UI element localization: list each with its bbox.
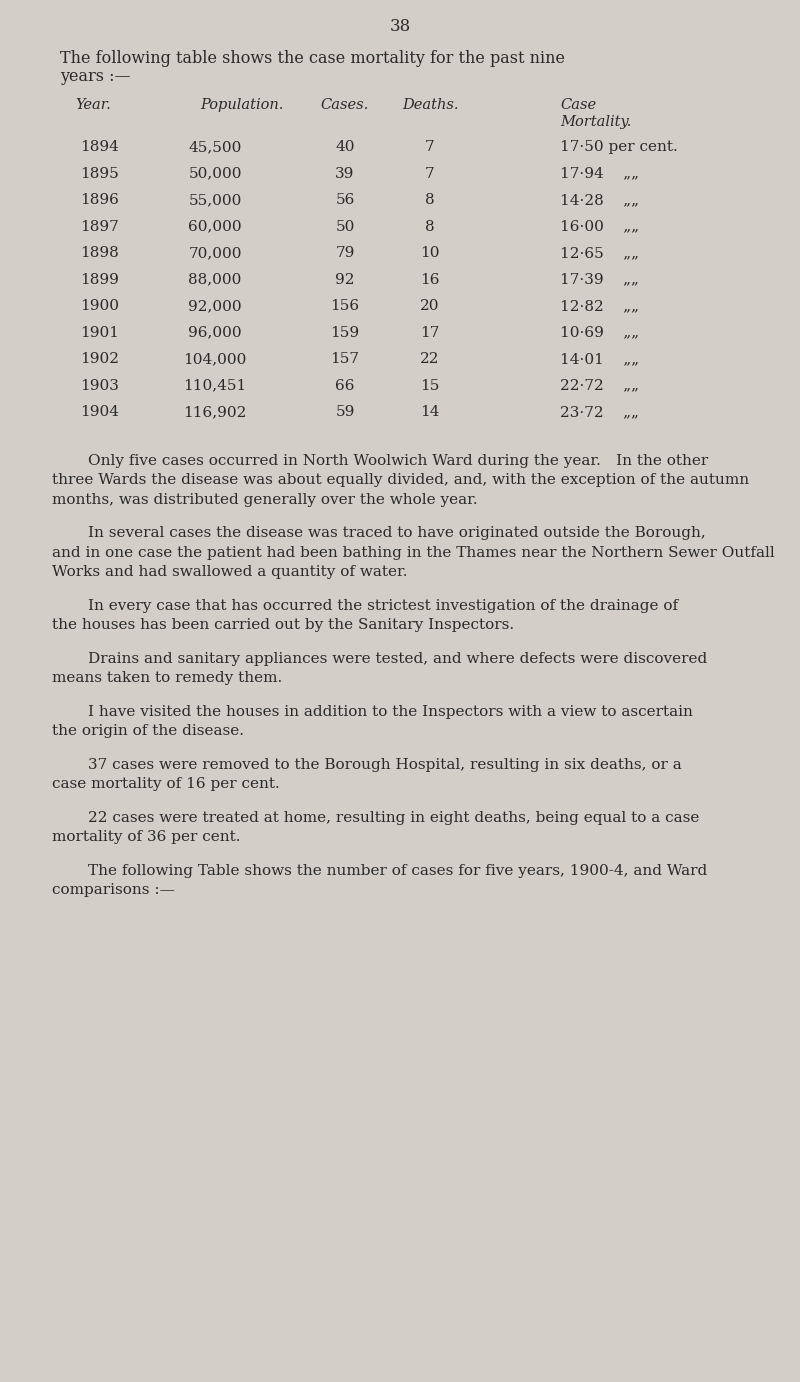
Text: Deaths.: Deaths. [402,98,458,112]
Text: mortality of 36 per cent.: mortality of 36 per cent. [52,831,241,844]
Text: Case: Case [560,98,596,112]
Text: 66: 66 [335,379,354,392]
Text: 17·94    „„: 17·94 „„ [560,166,639,181]
Text: 12·65    „„: 12·65 „„ [560,246,639,260]
Text: 1901: 1901 [81,326,119,340]
Text: 7: 7 [425,166,435,181]
Text: 50,000: 50,000 [188,166,242,181]
Text: 17: 17 [420,326,440,340]
Text: In every case that has occurred the strictest investigation of the drainage of: In every case that has occurred the stri… [88,598,678,612]
Text: 50: 50 [335,220,354,234]
Text: Mortality.: Mortality. [560,115,631,129]
Text: 1898: 1898 [81,246,119,260]
Text: 96,000: 96,000 [188,326,242,340]
Text: the houses has been carried out by the Sanitary Inspectors.: the houses has been carried out by the S… [52,618,514,632]
Text: 22·72    „„: 22·72 „„ [560,379,639,392]
Text: case mortality of 16 per cent.: case mortality of 16 per cent. [52,777,280,791]
Text: 10: 10 [420,246,440,260]
Text: 22: 22 [420,352,440,366]
Text: 1899: 1899 [81,272,119,286]
Text: 17·39    „„: 17·39 „„ [560,272,639,286]
Text: the origin of the disease.: the origin of the disease. [52,724,244,738]
Text: 12·82    „„: 12·82 „„ [560,299,639,312]
Text: In several cases the disease was traced to have originated outside the Borough,: In several cases the disease was traced … [88,527,706,540]
Text: 1902: 1902 [81,352,119,366]
Text: 14: 14 [420,405,440,419]
Text: and in one case the patient had been bathing in the Thames near the Northern Sew: and in one case the patient had been bat… [52,546,774,560]
Text: 1895: 1895 [81,166,119,181]
Text: Cases.: Cases. [321,98,369,112]
Text: 15: 15 [420,379,440,392]
Text: 20: 20 [420,299,440,312]
Text: months, was distributed generally over the whole year.: months, was distributed generally over t… [52,492,478,506]
Text: 88,000: 88,000 [188,272,242,286]
Text: Works and had swallowed a quantity of water.: Works and had swallowed a quantity of wa… [52,565,407,579]
Text: 14·28    „„: 14·28 „„ [560,193,639,207]
Text: 92,000: 92,000 [188,299,242,312]
Text: three Wards the disease was about equally divided, and, with the exception of th: three Wards the disease was about equall… [52,473,749,486]
Text: 22 cases were treated at home, resulting in eight deaths, being equal to a case: 22 cases were treated at home, resulting… [88,810,699,825]
Text: 1904: 1904 [81,405,119,419]
Text: 38: 38 [390,18,410,35]
Text: comparisons :—: comparisons :— [52,883,175,897]
Text: 40: 40 [335,140,354,153]
Text: 37 cases were removed to the Borough Hospital, resulting in six deaths, or a: 37 cases were removed to the Borough Hos… [88,757,682,771]
Text: years :—: years :— [60,68,130,86]
Text: Only five cases occurred in North Woolwich Ward during the year. In the other: Only five cases occurred in North Woolwi… [88,453,708,467]
Text: Drains and sanitary appliances were tested, and where defects were discovered: Drains and sanitary appliances were test… [88,651,707,666]
Text: 23·72    „„: 23·72 „„ [560,405,639,419]
Text: 8: 8 [425,220,435,234]
Text: 1903: 1903 [81,379,119,392]
Text: 55,000: 55,000 [188,193,242,207]
Text: 8: 8 [425,193,435,207]
Text: 1894: 1894 [81,140,119,153]
Text: 110,451: 110,451 [183,379,246,392]
Text: 16·00    „„: 16·00 „„ [560,220,639,234]
Text: 159: 159 [330,326,359,340]
Text: 45,500: 45,500 [188,140,242,153]
Text: 17·50 per cent.: 17·50 per cent. [560,140,678,153]
Text: 39: 39 [335,166,354,181]
Text: 10·69    „„: 10·69 „„ [560,326,639,340]
Text: 70,000: 70,000 [188,246,242,260]
Text: 14·01    „„: 14·01 „„ [560,352,639,366]
Text: 156: 156 [330,299,359,312]
Text: 56: 56 [335,193,354,207]
Text: 1897: 1897 [81,220,119,234]
Text: 1896: 1896 [81,193,119,207]
Text: 7: 7 [425,140,435,153]
Text: 104,000: 104,000 [183,352,246,366]
Text: Population.: Population. [200,98,283,112]
Text: 79: 79 [335,246,354,260]
Text: 92: 92 [335,272,354,286]
Text: The following Table shows the number of cases for five years, 1900-4, and Ward: The following Table shows the number of … [88,864,707,878]
Text: means taken to remedy them.: means taken to remedy them. [52,672,282,685]
Text: 116,902: 116,902 [183,405,246,419]
Text: Year.: Year. [75,98,110,112]
Text: I have visited the houses in addition to the Inspectors with a view to ascertain: I have visited the houses in addition to… [88,705,693,719]
Text: The following table shows the case mortality for the past nine: The following table shows the case morta… [60,50,565,66]
Text: 16: 16 [420,272,440,286]
Text: 59: 59 [335,405,354,419]
Text: 1900: 1900 [81,299,119,312]
Text: 60,000: 60,000 [188,220,242,234]
Text: 157: 157 [330,352,359,366]
